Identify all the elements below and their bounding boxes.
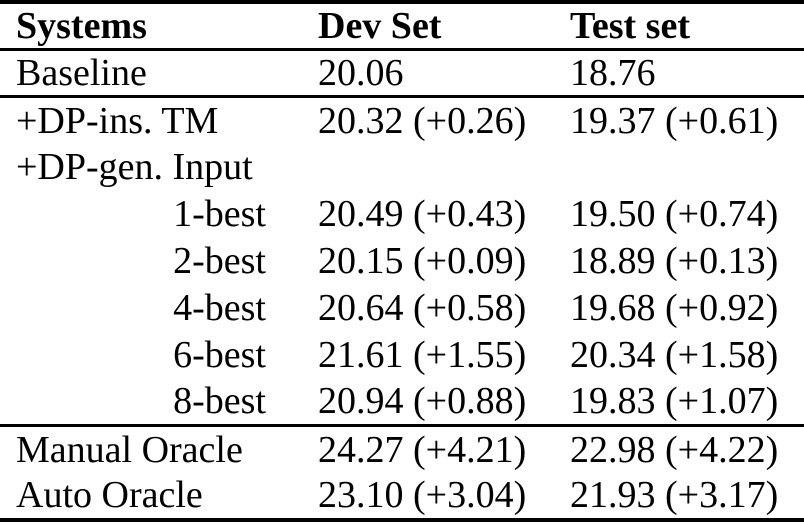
table-row: Auto Oracle 23.10 (+3.04) 21.93 (+3.17) [0,473,804,520]
system-cell: 1-best [173,193,266,235]
test-cell: 22.98 (+4.22) [570,428,779,471]
header-systems: Systems [16,5,147,47]
system-cell: 6-best [173,334,266,376]
system-cell: +DP-gen. Input [16,146,253,188]
test-cell: 21.93 (+3.17) [570,474,779,516]
system-cell: Baseline [16,52,147,94]
test-cell: 19.68 (+0.92) [570,287,779,329]
table-row: +DP-ins. TM 20.32 (+0.26) 19.37 (+0.61) [0,96,804,144]
dev-cell: 21.61 (+1.55) [318,334,527,376]
dev-cell: 24.27 (+4.21) [318,428,527,471]
table-row: 8-best 20.94 (+0.88) 19.83 (+1.07) [0,379,804,426]
table-body: Baseline 20.06 18.76 +DP-ins. TM 20.32 (… [0,50,804,520]
system-cell: 8-best [173,380,266,423]
table-row: 1-best 20.49 (+0.43) 19.50 (+0.74) [0,191,804,238]
dev-cell: 20.06 [318,52,404,94]
test-cell: 18.89 (+0.13) [570,240,779,282]
table-row: 4-best 20.64 (+0.58) 19.68 (+0.92) [0,285,804,332]
dev-cell: 20.49 (+0.43) [318,193,527,235]
table-header: Systems Dev Set Test set [0,2,804,50]
dev-cell: 20.15 (+0.09) [318,240,527,282]
dev-cell: 20.32 (+0.26) [318,99,527,142]
table-row: 6-best 21.61 (+1.55) 20.34 (+1.58) [0,332,804,379]
test-cell: 19.37 (+0.61) [570,99,779,142]
dev-cell: 20.64 (+0.58) [318,287,527,329]
header-test-set: Test set [570,5,690,47]
dev-cell [318,144,570,191]
system-cell: Auto Oracle [16,474,203,516]
test-cell [570,144,804,191]
system-cell: 4-best [173,287,266,329]
header-row: Systems Dev Set Test set [0,2,804,50]
header-dev-set: Dev Set [318,5,442,47]
test-cell: 19.50 (+0.74) [570,193,779,235]
dev-cell: 20.94 (+0.88) [318,380,527,423]
test-cell: 19.83 (+1.07) [570,380,779,423]
table-row: +DP-gen. Input [0,144,804,191]
table-row: Manual Oracle 24.27 (+4.21) 22.98 (+4.22… [0,425,804,473]
system-cell: 2-best [173,240,266,282]
system-cell: +DP-ins. TM [16,99,219,142]
system-cell: Manual Oracle [16,428,243,471]
dev-cell: 23.10 (+3.04) [318,474,527,516]
test-cell: 20.34 (+1.58) [570,334,779,376]
table-row: 2-best 20.15 (+0.09) 18.89 (+0.13) [0,238,804,285]
table-row: Baseline 20.06 18.76 [0,50,804,97]
test-cell: 18.76 [570,52,656,94]
